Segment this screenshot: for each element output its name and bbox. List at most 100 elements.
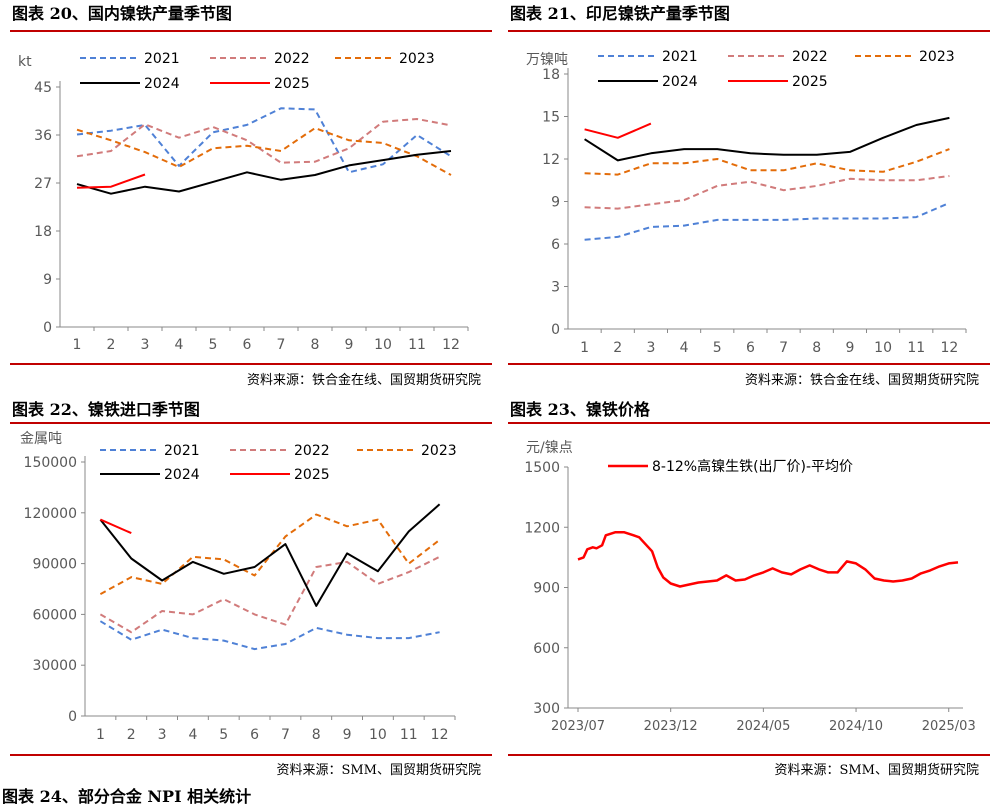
x-tick-label: 3	[646, 340, 655, 356]
chart-title: 图表 20、国内镍铁产量季节图	[12, 4, 232, 23]
x-tick-label: 9	[343, 727, 352, 743]
series-line-2024	[99, 503, 441, 607]
x-tick-label: 11	[408, 337, 426, 353]
y-tick-label: 300	[533, 701, 560, 717]
legend-label-2022: 2022	[294, 443, 330, 459]
x-tick-label: 5	[219, 727, 228, 743]
x-tick-label: 8	[311, 337, 320, 353]
y-tick-label: 30000	[32, 658, 77, 674]
x-tick-label: 12	[442, 337, 460, 353]
y-tick-label: 6	[551, 237, 560, 253]
legend-label-2021: 2021	[144, 51, 180, 67]
x-tick-label: 3	[158, 727, 167, 743]
y-tick-label: 120000	[24, 506, 77, 522]
y-tick-label: 0	[68, 709, 77, 725]
x-tick-label: 1	[580, 340, 589, 356]
x-tick-label: 2024/10	[829, 719, 883, 734]
y-tick-label: 36	[34, 128, 52, 144]
x-tick-label: 8	[312, 727, 321, 743]
chart-source: 资料来源：SMM、国贸期货研究院	[276, 763, 481, 778]
y-axis-label: 万镍吨	[526, 52, 568, 68]
legend-label-2023: 2023	[919, 49, 955, 65]
legend-label-2022: 2022	[274, 51, 310, 67]
y-tick-label: 0	[43, 320, 52, 336]
chart-source: 资料来源：铁合金在线、国贸期货研究院	[744, 373, 979, 388]
series-line-2023	[76, 127, 452, 176]
x-tick-label: 5	[209, 337, 218, 353]
title-divider	[10, 30, 492, 32]
source-divider	[10, 363, 492, 365]
y-tick-label: 3	[551, 280, 560, 296]
x-tick-label: 3	[141, 337, 150, 353]
x-tick-label: 8	[812, 340, 821, 356]
y-axis-label: kt	[18, 54, 32, 70]
legend-label-2024: 2024	[164, 467, 200, 483]
x-tick-label: 11	[907, 340, 925, 356]
legend-label-2022: 2022	[792, 49, 828, 65]
x-tick-label: 6	[243, 337, 252, 353]
y-tick-label: 600	[533, 641, 560, 657]
x-tick-label: 2	[613, 340, 622, 356]
price-series-line	[577, 531, 959, 588]
y-tick-label: 60000	[32, 607, 77, 623]
y-tick-label: 900	[533, 581, 560, 597]
x-tick-label: 5	[713, 340, 722, 356]
legend-label-2024: 2024	[144, 76, 180, 92]
series-line-2021	[76, 107, 452, 174]
legend-label-2025: 2025	[294, 467, 330, 483]
x-tick-label: 2	[107, 337, 116, 353]
x-tick-label: 9	[845, 340, 854, 356]
series-line-2023	[99, 513, 441, 595]
price-chart: 300 600 900 1200 1500 2023/07 2023/12 2024/05 20…	[524, 440, 976, 734]
x-tick-label: 12	[431, 727, 449, 743]
y-axis-label: 元/镍点	[526, 440, 573, 456]
y-tick-label: 9	[551, 195, 560, 211]
x-tick-label: 10	[374, 337, 392, 353]
series-line-2023	[584, 148, 950, 176]
legend-label-2024: 2024	[662, 74, 698, 90]
x-tick-label: 2	[127, 727, 136, 743]
legend-label-2021: 2021	[662, 49, 698, 65]
x-tick-label: 1	[73, 337, 82, 353]
x-tick-label: 2024/05	[736, 719, 790, 734]
title-divider	[10, 422, 492, 424]
y-tick-label: 0	[551, 322, 560, 338]
y-tick-label: 1500	[524, 460, 560, 476]
source-divider	[508, 363, 990, 365]
x-tick-label: 6	[250, 727, 259, 743]
chart-title: 图表 22、镍铁进口季节图	[12, 400, 200, 419]
x-tick-label: 7	[281, 727, 290, 743]
x-tick-label: 10	[874, 340, 892, 356]
x-tick-label: 4	[188, 727, 197, 743]
x-tick-label: 2023/12	[644, 719, 698, 734]
y-tick-label: 18	[34, 224, 52, 240]
legend-label-2021: 2021	[164, 443, 200, 459]
x-tick-label: 2025/03	[922, 719, 976, 734]
y-tick-label: 1200	[524, 520, 560, 536]
chart-source: 资料来源：铁合金在线、国贸期货研究院	[246, 373, 481, 388]
title-divider	[508, 30, 990, 32]
x-tick-label: 7	[779, 340, 788, 356]
source-divider	[10, 754, 492, 756]
y-tick-label: 18	[542, 67, 560, 83]
legend-label-price: 8-12%高镍生铁(出厂价)-平均价	[652, 458, 853, 475]
x-tick-label: 4	[175, 337, 184, 353]
chart-title: 图表 23、镍铁价格	[510, 400, 650, 419]
series-line-2022	[76, 118, 452, 164]
y-tick-label: 45	[34, 80, 52, 96]
series-line-2025	[99, 518, 132, 535]
series-line-2025	[76, 173, 146, 189]
y-tick-label: 9	[43, 272, 52, 288]
x-tick-label: 11	[400, 727, 418, 743]
chart-title: 图表 21、印尼镍铁产量季节图	[510, 4, 730, 23]
x-tick-label: 10	[369, 727, 387, 743]
x-tick-label: 2023/07	[551, 719, 605, 734]
y-tick-label: 150000	[24, 455, 77, 471]
series-line-2024	[76, 150, 452, 195]
x-tick-label: 9	[345, 337, 354, 353]
x-tick-label: 12	[941, 340, 959, 356]
series-line-2021	[584, 201, 950, 241]
